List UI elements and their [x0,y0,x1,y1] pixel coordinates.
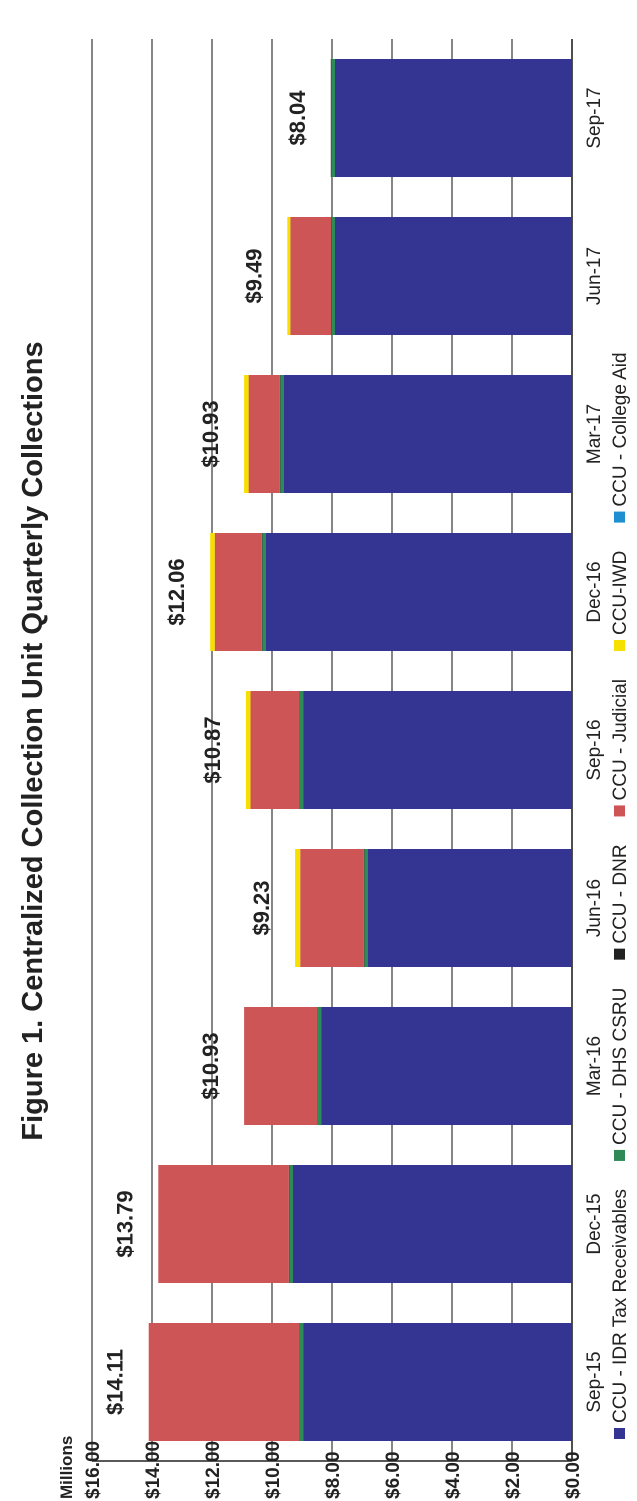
bar-segment [148,1323,300,1441]
total-label: $10.93 [198,400,223,467]
bar-segment [158,1165,289,1283]
category-label: Jun-16 [584,879,605,937]
category-label: Jun-17 [584,247,605,305]
category-label: Sep-16 [584,719,605,780]
bar-segment [331,217,332,335]
y-tick-label: $2.00 [503,1451,524,1499]
total-label: $12.06 [164,558,189,625]
legend-label: CCU - DHS CSRU [610,988,631,1145]
category-label: Dec-15 [584,1193,605,1254]
legend-label: CCU-IWD [610,551,631,635]
category-label: Sep-15 [584,1351,605,1412]
bar-segment [210,533,215,651]
total-label: $9.23 [249,880,274,935]
total-label: $10.87 [200,716,225,783]
category-label: Dec-16 [584,561,605,622]
bar-segment [244,375,249,493]
bar-segment [330,59,332,177]
bar-segment [303,691,572,809]
y-tick-label: $0.00 [563,1451,584,1499]
bar-segment [262,533,266,651]
category-label: Mar-17 [584,404,605,464]
chart-title: Figure 1. Centralized Collection Unit Qu… [17,341,49,1140]
bar-segment [299,1323,304,1441]
bar-segment [317,1007,322,1125]
y-tick-label: $14.00 [143,1441,164,1499]
y-tick-label: $12.00 [203,1441,224,1499]
total-label: $14.11 [103,1349,128,1415]
legend-swatch [614,640,625,652]
legend-swatch [614,805,625,817]
y-axis-unit-label: Millions [57,1436,76,1499]
bar-segment [295,849,301,967]
legend-label: CCU - College Aid [610,352,631,506]
bar-segment [335,217,572,335]
legend-swatch [614,1428,625,1439]
bar-segment [250,691,300,809]
legend-swatch [614,948,625,960]
category-labels: Sep-15 Dec-15 Mar-16 Jun-16 Sep-16 Dec-16 Mar-… [584,87,605,1412]
bar-segment [266,533,572,651]
legend-label: CCU - Judicial [610,679,631,800]
bar-segment [214,533,262,651]
y-tick-label: $6.00 [383,1451,404,1499]
bar-segment [317,1007,318,1125]
bar-segment [364,849,368,967]
bar-segment [284,375,572,493]
bar-segment [245,691,251,809]
bar-segment [331,59,335,177]
bar-segment [321,1007,572,1125]
bar-segment [303,1323,572,1441]
legend-swatch [614,511,625,523]
legend: CCU - IDR Tax Receivables CCU - DHS CSRU C… [610,352,631,1439]
total-labels: $14.11 $13.79 $10.93 $9.23 $10.87 $12.06 $10.9… [103,90,310,1415]
legend-label: CCU - IDR Tax Receivables [610,1189,631,1423]
bar-segment [248,375,280,493]
bar-segment [300,849,364,967]
legend-label: CCU - DNR [610,844,631,943]
bar-segment [299,691,304,809]
bar-segment [363,849,365,967]
bar-segment [368,849,572,967]
bar-segment [288,1165,290,1283]
y-tick-label: $4.00 [443,1451,464,1499]
bar-segment [289,1165,293,1283]
bar-segment [279,375,281,493]
legend-swatch [614,1149,625,1161]
bars [148,59,572,1441]
bar-segment [335,59,572,177]
bar-segment [299,691,300,809]
y-tick-label: $10.00 [263,1441,284,1499]
total-label: $8.04 [285,90,310,146]
total-label: $9.49 [241,248,266,303]
bar-segment [290,217,332,335]
total-label: $13.79 [112,1190,137,1257]
category-label: Mar-16 [584,1036,605,1096]
bar-segment [293,1165,572,1283]
y-tick-label: $8.00 [323,1451,344,1499]
y-tick-label: $16.00 [83,1441,104,1499]
bar-segment [244,1007,318,1125]
bar-segment [287,217,291,335]
total-label: $10.93 [198,1032,223,1099]
bar-segment [261,533,263,651]
bar-segment [299,1323,300,1441]
bar-segment [280,375,284,493]
bar-segment [332,217,335,335]
y-axis-ticks: $0.00 $2.00 $4.00 $6.00 $8.00 $10.00 $12.00 $14… [83,1441,584,1499]
category-label: Sep-17 [584,87,605,148]
